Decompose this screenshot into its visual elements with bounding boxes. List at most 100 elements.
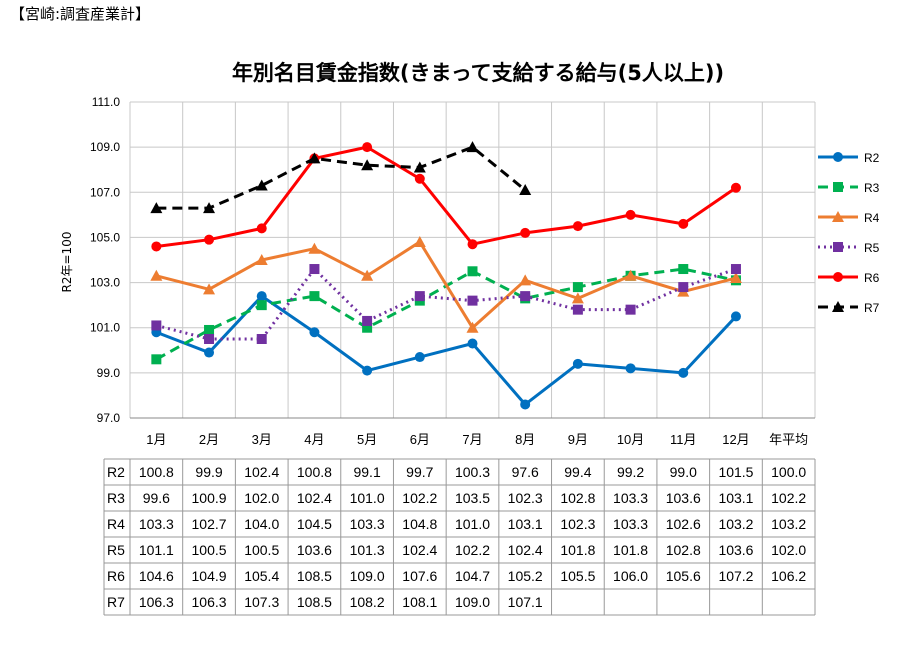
data-point xyxy=(730,311,741,322)
table-cell: 101.8 xyxy=(613,542,648,558)
table-cell: 100.0 xyxy=(771,464,806,480)
data-point xyxy=(309,327,320,338)
data-point xyxy=(729,272,742,284)
x-tick-label: 6月 xyxy=(410,432,430,447)
legend-entry: R5 xyxy=(818,241,880,255)
y-axis-label: R2年=100 xyxy=(60,232,74,293)
table-cell: 106.0 xyxy=(613,568,648,584)
legend-label: R6 xyxy=(864,271,880,285)
chart-title: 年別名目賃金指数(きまって支給する給与(5人以上)) xyxy=(232,61,724,85)
data-point xyxy=(467,239,478,250)
table-cell: 102.2 xyxy=(771,490,806,506)
data-point xyxy=(204,334,215,344)
table-cell: 101.5 xyxy=(718,464,753,480)
table-cell: 102.3 xyxy=(508,490,543,506)
data-point xyxy=(571,292,584,304)
table-cell: 105.6 xyxy=(666,568,701,584)
y-tick-label: 99.0 xyxy=(97,366,121,380)
table-cell: 102.0 xyxy=(244,490,279,506)
table-cell: 107.1 xyxy=(508,594,543,610)
data-point xyxy=(572,304,583,315)
data-point xyxy=(572,282,583,293)
data-point xyxy=(256,334,267,344)
data-point xyxy=(309,264,320,275)
table-cell: 101.0 xyxy=(350,490,385,506)
table-cell: 104.6 xyxy=(139,568,174,584)
table-row-label: R5 xyxy=(107,542,125,558)
data-point xyxy=(414,173,425,184)
table-cell: 101.0 xyxy=(455,516,490,532)
legend-marker xyxy=(832,301,844,312)
table-cell: 104.5 xyxy=(297,516,332,532)
x-tick-label: 8月 xyxy=(515,432,535,447)
y-tick-label: 105.0 xyxy=(90,230,120,244)
table-cell: 101.8 xyxy=(560,542,595,558)
data-point xyxy=(308,242,321,254)
table-cell: 103.3 xyxy=(613,490,648,506)
table-cell: 106.2 xyxy=(771,568,806,584)
header-label: 【宮崎:調査産業計】 xyxy=(10,5,150,23)
table-cell: 108.5 xyxy=(297,594,332,610)
data-point xyxy=(361,159,374,171)
data-point xyxy=(467,266,478,277)
data-point xyxy=(203,202,216,214)
data-point xyxy=(204,347,215,358)
y-tick-label: 101.0 xyxy=(90,321,120,335)
table-cell: 108.1 xyxy=(402,594,437,610)
data-point xyxy=(520,227,531,238)
table-cell: 103.3 xyxy=(613,516,648,532)
table-cell: 102.4 xyxy=(508,542,543,558)
table-cell: 102.4 xyxy=(297,490,332,506)
data-point xyxy=(519,274,532,286)
data-point xyxy=(256,291,267,302)
table-cell: 103.6 xyxy=(666,490,701,506)
table-cell: 100.5 xyxy=(192,542,227,558)
data-point xyxy=(414,352,425,363)
table-cell: 103.2 xyxy=(771,516,806,532)
data-point xyxy=(413,235,426,247)
y-tick-label: 107.0 xyxy=(90,185,120,199)
data-point xyxy=(362,315,373,326)
table-cell: 102.7 xyxy=(192,516,227,532)
table-cell: 103.5 xyxy=(455,490,490,506)
data-point xyxy=(361,269,374,281)
legend-label: R5 xyxy=(864,241,880,255)
table-cell: 100.5 xyxy=(244,542,279,558)
table-cell: 103.1 xyxy=(718,490,753,506)
table-cell: 104.9 xyxy=(192,568,227,584)
data-point xyxy=(151,241,162,252)
data-point xyxy=(204,234,215,245)
x-tick-label: 12月 xyxy=(722,432,749,447)
data-point xyxy=(204,324,215,335)
table-cell: 105.4 xyxy=(244,568,279,584)
table-row-label: R3 xyxy=(107,490,125,506)
data-point xyxy=(255,179,268,191)
table-cell: 102.2 xyxy=(402,490,437,506)
data-point xyxy=(678,218,689,229)
data-point xyxy=(467,295,478,306)
data-point xyxy=(572,221,583,232)
table-cell: 103.6 xyxy=(297,542,332,558)
table-cell: 103.1 xyxy=(508,516,543,532)
legend-marker xyxy=(833,182,843,192)
legend-marker xyxy=(833,152,843,162)
x-tick-label: 4月 xyxy=(304,432,324,447)
table-cell: 108.2 xyxy=(350,594,385,610)
table-cell: 99.1 xyxy=(353,464,380,480)
legend-entry: R4 xyxy=(818,211,880,225)
table-row-label: R4 xyxy=(107,516,125,532)
table-cell: 102.4 xyxy=(402,542,437,558)
data-point xyxy=(519,184,532,196)
series-line xyxy=(156,145,527,210)
table-cell: 102.0 xyxy=(771,542,806,558)
data-point xyxy=(466,321,479,333)
table-cell: 106.3 xyxy=(192,594,227,610)
legend-marker xyxy=(833,242,843,252)
data-point xyxy=(625,209,636,220)
table-cell: 99.4 xyxy=(564,464,591,480)
table-cell: 99.9 xyxy=(195,464,222,480)
legend-label: R7 xyxy=(864,301,880,315)
data-point xyxy=(309,291,320,302)
legend-label: R4 xyxy=(864,211,880,225)
data-point xyxy=(256,300,267,311)
